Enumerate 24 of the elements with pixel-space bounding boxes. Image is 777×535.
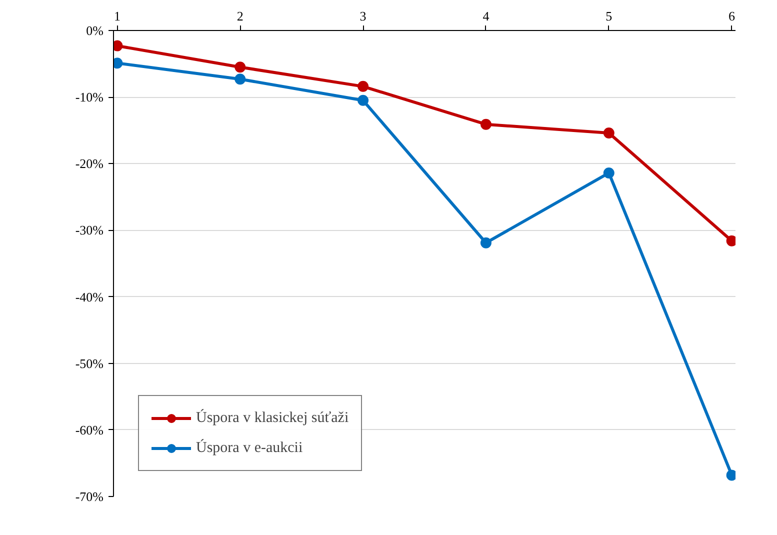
x-tick-label: 5: [606, 8, 612, 24]
y-tick-label: -10%: [75, 90, 104, 105]
point: [603, 128, 614, 139]
point: [358, 94, 369, 106]
x-tick-label: 3: [360, 8, 366, 24]
y-tick-label: 0%: [86, 23, 104, 38]
x-tick-label: 2: [236, 8, 244, 24]
legend-label: Úspora v e-aukcii: [196, 440, 303, 456]
point: [358, 80, 369, 92]
x-tick-label: 1: [114, 8, 120, 24]
y-tick-label: -60%: [75, 422, 104, 438]
y-tick-label: -70%: [75, 489, 104, 504]
y-tick-label: -30%: [75, 222, 104, 238]
legend-label: Úspora v klasickej súťaži: [196, 410, 349, 426]
point: [480, 237, 492, 248]
x-tick-label: 6: [728, 8, 736, 24]
y-tick-label: -20%: [75, 156, 104, 172]
y-tick-label: -50%: [75, 356, 104, 371]
point: [234, 74, 246, 85]
x-tick-label: 4: [482, 8, 490, 24]
point: [234, 62, 246, 73]
y-tick-label: -40%: [75, 289, 104, 304]
point: [480, 118, 492, 130]
point: [603, 167, 614, 178]
